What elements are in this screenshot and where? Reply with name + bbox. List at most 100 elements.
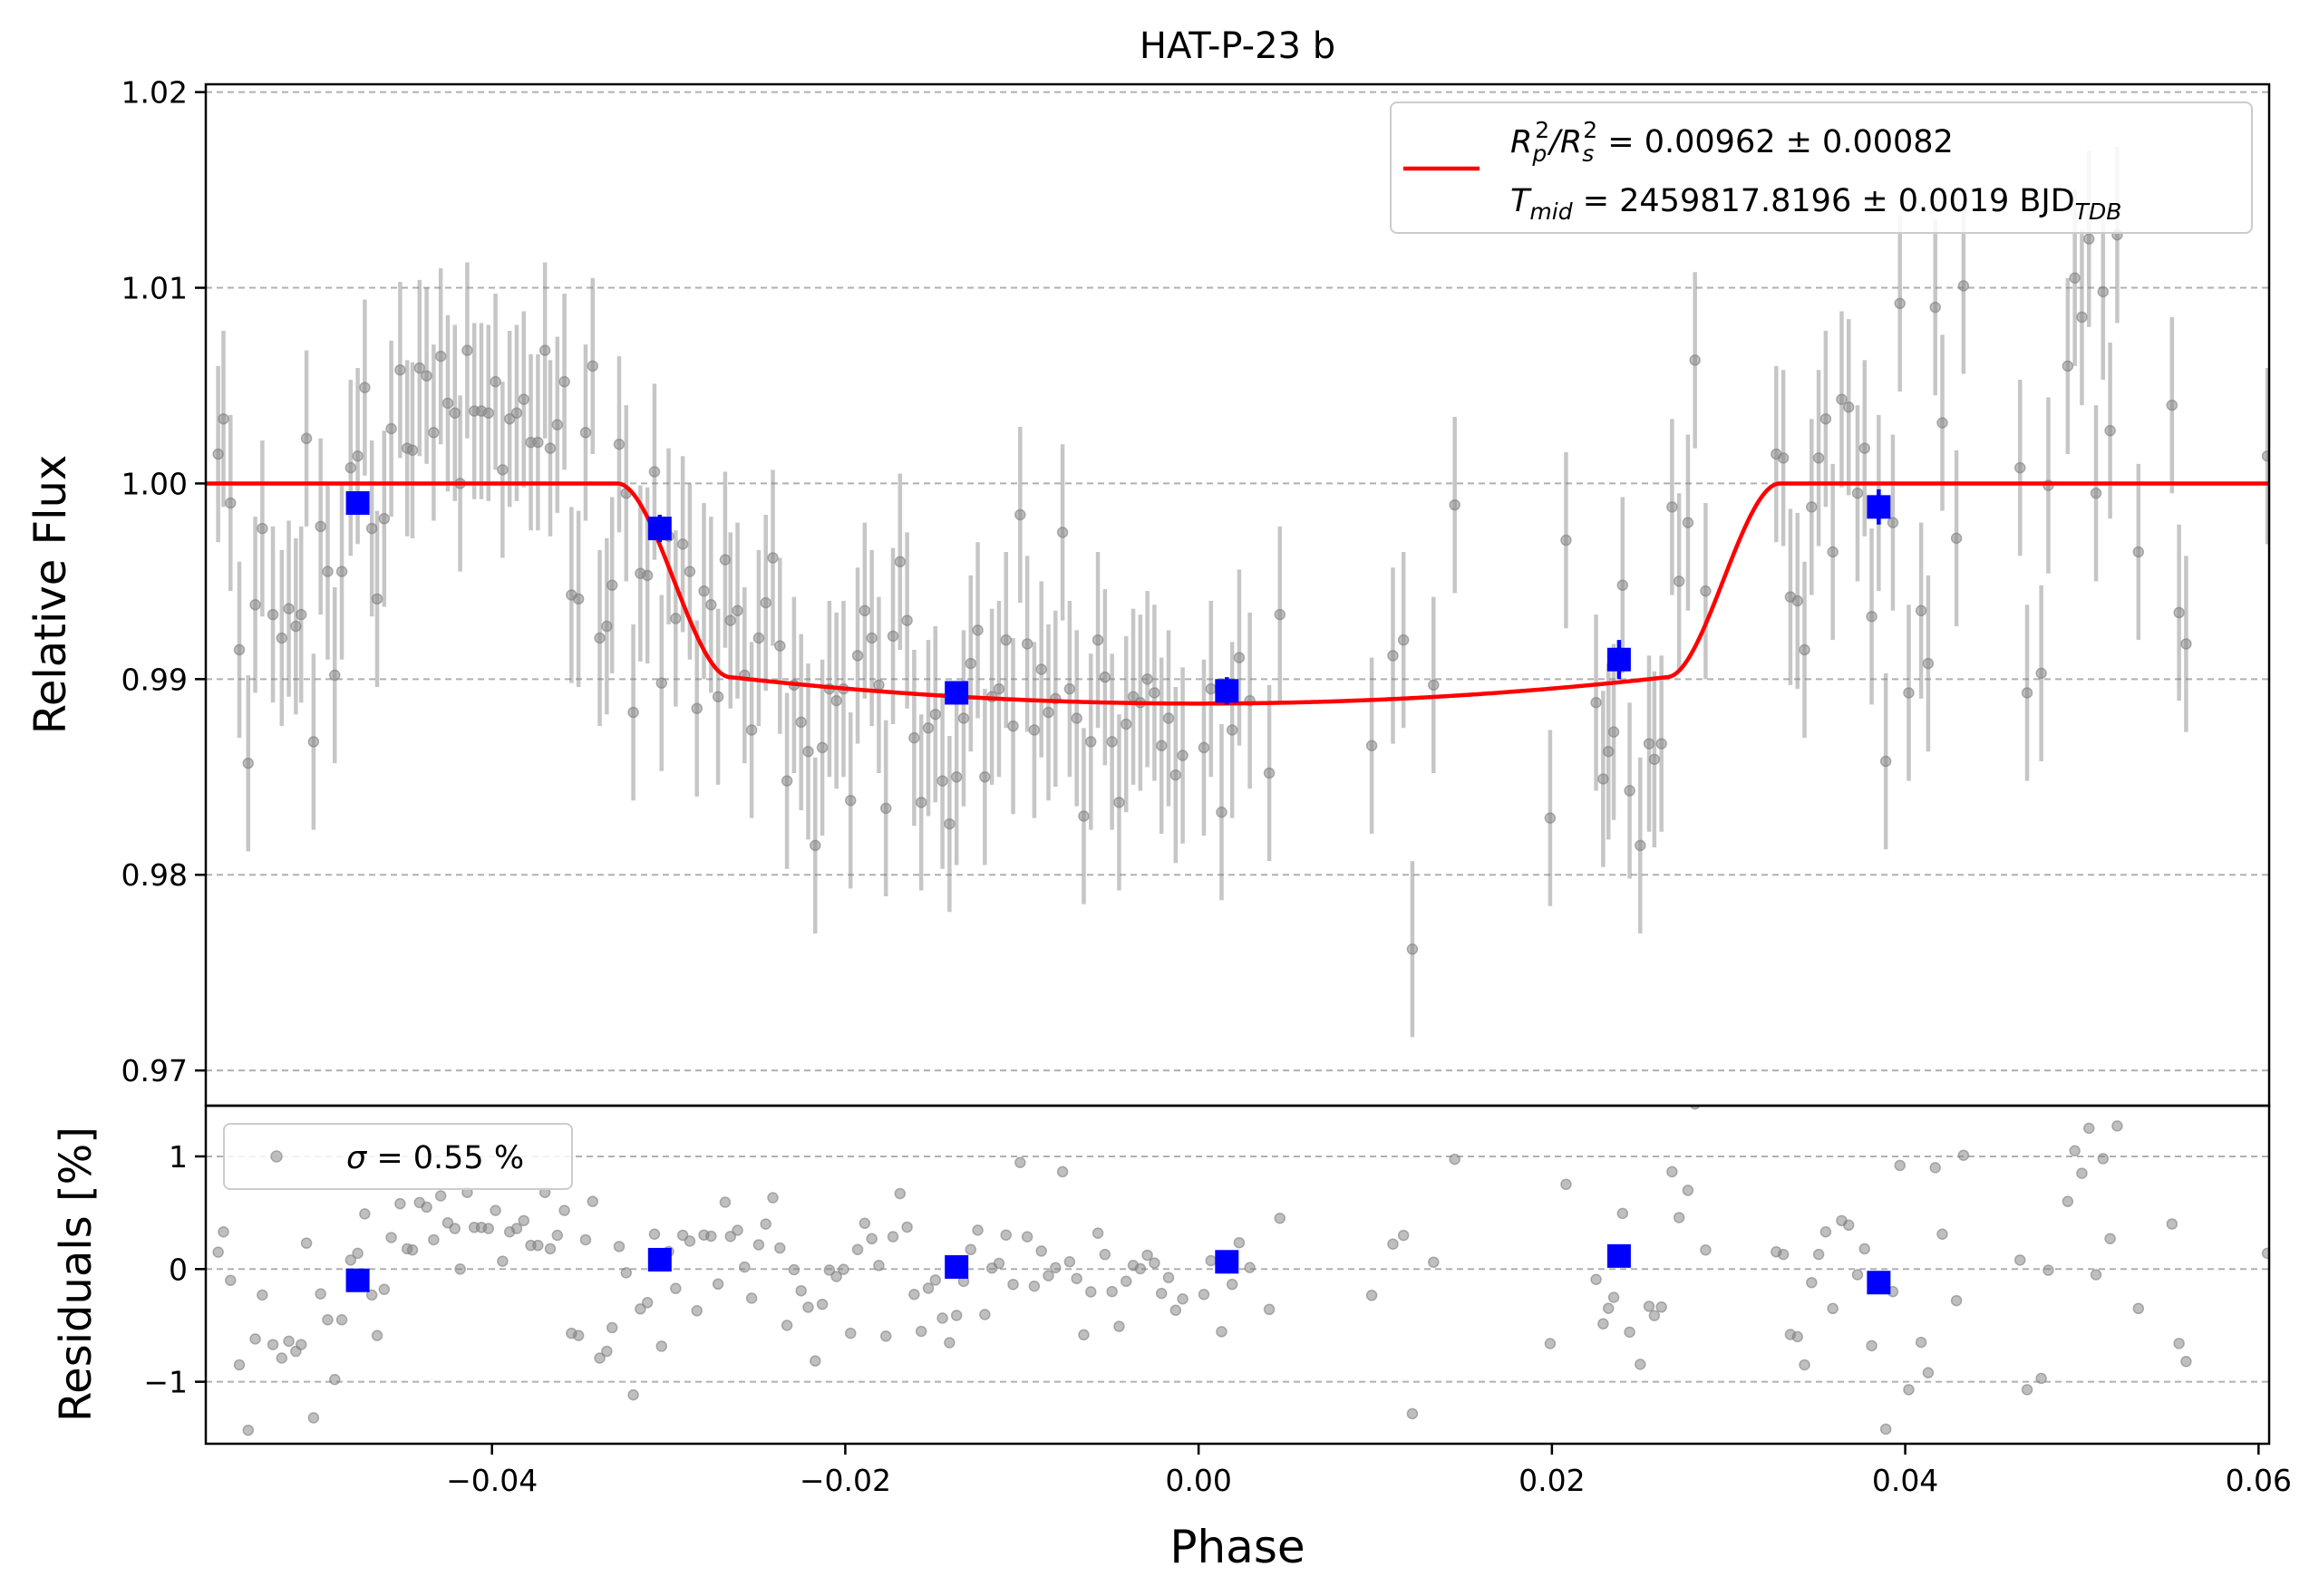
flux-point	[1827, 546, 1839, 558]
residual-point	[434, 1190, 447, 1202]
flux-point	[283, 603, 295, 614]
residual-point	[1092, 1227, 1104, 1239]
binned-residual-point	[345, 1268, 370, 1292]
residual-point	[965, 1243, 977, 1256]
residual-point	[385, 1232, 397, 1243]
residual-point	[1903, 1384, 1915, 1396]
flux-point	[1836, 393, 1848, 405]
binned-residual-point	[647, 1247, 672, 1272]
flux-point	[1791, 595, 1803, 607]
phase-xlabel: Phase	[1169, 1521, 1305, 1573]
residual-point	[1915, 1336, 1927, 1349]
flux-point	[641, 569, 654, 582]
residual-point	[1655, 1301, 1667, 1313]
residual-point	[1428, 1256, 1440, 1268]
flux-point	[859, 605, 871, 617]
residuals-ytick-label: −1	[143, 1365, 188, 1400]
flux-legend-box	[1390, 102, 2253, 234]
residual-point	[915, 1325, 927, 1338]
residual-point	[838, 1263, 849, 1275]
flux-point	[691, 702, 703, 714]
flux-point	[830, 694, 842, 707]
residual-point	[1099, 1248, 1111, 1261]
flux-point	[670, 613, 682, 624]
residual-point	[620, 1267, 633, 1279]
residual-point	[936, 1312, 948, 1324]
flux-point	[1915, 605, 1927, 617]
flux-point	[851, 650, 864, 662]
phase-xtick-label: −0.04	[446, 1463, 538, 1498]
residual-point	[1560, 1178, 1572, 1191]
residual-point	[1085, 1286, 1097, 1298]
residual-point	[1113, 1320, 1125, 1332]
residual-point	[394, 1197, 406, 1210]
flux-point	[1806, 501, 1818, 513]
flux-points	[212, 228, 2269, 955]
residual-point	[2042, 1264, 2054, 1276]
flux-point	[1950, 532, 1963, 545]
flux-point	[1226, 724, 1238, 736]
residual-point	[1078, 1329, 1090, 1341]
flux-point	[1043, 706, 1054, 719]
flux-point	[434, 350, 447, 363]
residual-point	[233, 1359, 246, 1371]
flux-point	[1263, 767, 1276, 779]
flux-point	[1099, 671, 1111, 683]
flux-point	[1071, 712, 1082, 724]
residual-point	[1806, 1276, 1818, 1289]
flux-point	[745, 724, 758, 736]
residual-point	[1648, 1310, 1661, 1321]
flux-point	[1922, 657, 1935, 670]
residual-point	[249, 1333, 261, 1345]
flux-point	[1056, 527, 1069, 538]
flux-point	[767, 552, 779, 564]
residual-point	[1689, 1106, 1701, 1110]
flux-point	[503, 412, 516, 425]
residual-point	[1397, 1229, 1410, 1242]
flux-point	[371, 593, 383, 605]
flux-point	[648, 466, 661, 478]
flux-point	[2104, 424, 2116, 437]
residual-point	[1149, 1257, 1160, 1269]
residual-point	[218, 1226, 229, 1238]
residual-point	[2076, 1167, 2088, 1179]
residual-point	[601, 1345, 613, 1358]
transit-model-line	[206, 481, 2269, 706]
residual-point	[606, 1321, 618, 1334]
residual-point	[705, 1230, 717, 1243]
residual-point	[2069, 1145, 2081, 1156]
residual-point	[774, 1242, 786, 1254]
residual-point	[2111, 1120, 2123, 1132]
flux-point	[307, 736, 320, 748]
flux-point	[1544, 812, 1557, 824]
flux-point	[1879, 755, 1892, 768]
residual-point	[242, 1424, 255, 1436]
residual-point	[572, 1330, 585, 1341]
residual-point	[283, 1335, 295, 1348]
residual-point	[329, 1373, 341, 1386]
flux-point	[497, 464, 509, 476]
residual-point	[335, 1313, 348, 1326]
residual-point	[1842, 1219, 1855, 1232]
residual-point	[257, 1289, 268, 1301]
flux-point	[1198, 741, 1210, 754]
residual-point	[2021, 1384, 2033, 1396]
residual-point	[1106, 1285, 1118, 1298]
residual-point	[551, 1229, 564, 1242]
phase-xtick-label: 0.04	[1872, 1463, 1938, 1498]
residuals-legend-box	[223, 1123, 573, 1190]
flux-point	[1624, 785, 1635, 797]
flux-point	[887, 630, 899, 643]
residuals-ytick-label: 1	[169, 1139, 188, 1175]
flux-point	[1903, 687, 1915, 699]
residual-point	[712, 1278, 724, 1291]
flux-point	[972, 624, 984, 636]
residual-point	[587, 1195, 598, 1207]
flux-point	[1014, 508, 1026, 521]
flux-point	[936, 775, 948, 787]
flux-point	[873, 679, 885, 692]
flux-point	[322, 566, 334, 577]
residual-point	[802, 1301, 814, 1313]
flux-point	[760, 596, 771, 609]
flux-ytick-label: 0.99	[121, 662, 188, 697]
